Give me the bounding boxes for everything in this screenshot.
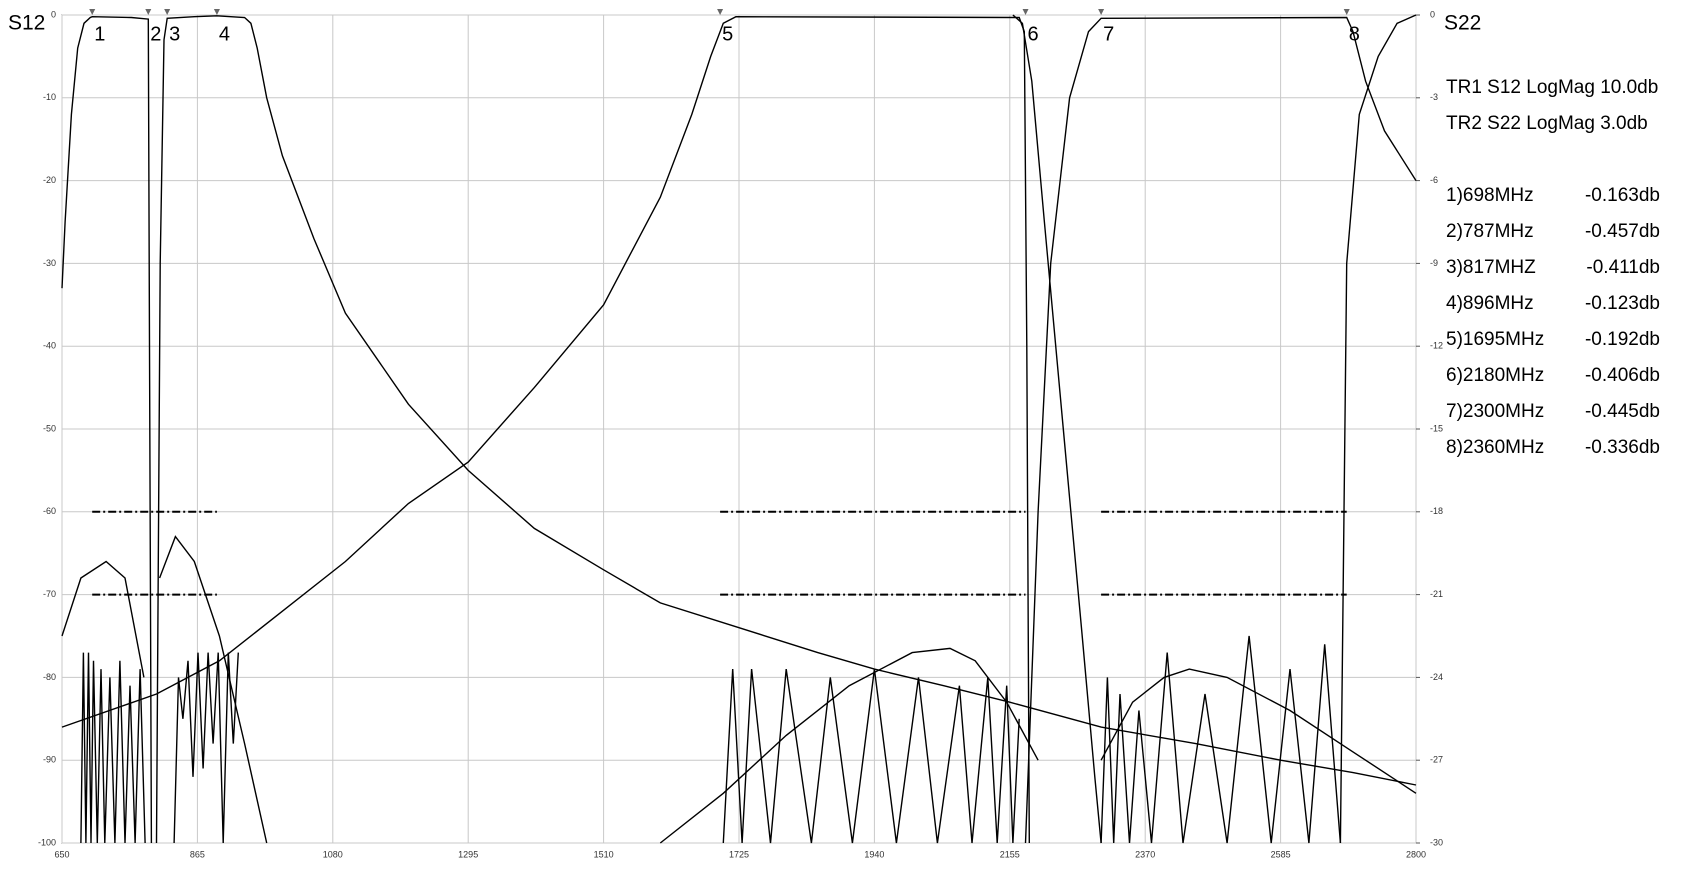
readout-value: -0.192db <box>1585 329 1660 350</box>
marker-triangle <box>1098 9 1105 15</box>
y2-tick-label: -24 <box>1430 672 1443 682</box>
marker-triangle <box>164 9 171 15</box>
y-tick-label: -20 <box>43 175 56 185</box>
y-tick-label: -100 <box>38 837 56 847</box>
x-tick-label: 2585 <box>1271 849 1291 859</box>
trace-line <box>1100 668 1417 794</box>
y-tick-label: -30 <box>43 258 56 268</box>
y2-tick-label: -3 <box>1430 92 1438 102</box>
trace-line <box>158 535 268 844</box>
trace-line <box>80 652 146 844</box>
marker-triangle <box>1343 9 1350 15</box>
trace-line <box>155 15 1417 844</box>
trace-line <box>1339 14 1417 844</box>
trace-line <box>1100 635 1342 844</box>
marker-triangle <box>213 9 220 15</box>
trace-line <box>173 652 239 844</box>
x-tick-label: 2800 <box>1406 849 1426 859</box>
y-axis-label: S12 <box>8 12 45 35</box>
readout-label: 1)698MHz <box>1446 185 1534 206</box>
trace-line <box>659 647 1039 844</box>
marker-label: 1 <box>94 23 105 45</box>
y-tick-label: -10 <box>43 92 56 102</box>
y2-tick-label: -18 <box>1430 506 1443 516</box>
marker-label: 8 <box>1349 23 1360 45</box>
x-tick-label: 1080 <box>323 849 343 859</box>
y-tick-label: -40 <box>43 341 56 351</box>
readout-label: 4)896MHz <box>1446 293 1534 314</box>
y2-tick-label: -15 <box>1430 423 1443 433</box>
x-tick-label: 650 <box>54 849 69 859</box>
trace-line <box>1024 16 1417 844</box>
x-tick-label: 2370 <box>1135 849 1155 859</box>
trace-info: TR1 S12 LogMag 10.0db <box>1446 77 1658 98</box>
y-tick-label: -90 <box>43 755 56 765</box>
y2-tick-label: -6 <box>1430 175 1438 185</box>
trace-info: TR2 S22 LogMag 3.0db <box>1446 113 1648 134</box>
trace-line <box>1012 14 1102 844</box>
x-tick-label: 2155 <box>1000 849 1020 859</box>
marker-triangle <box>145 9 152 15</box>
readout-value: -0.123db <box>1585 293 1660 314</box>
marker-triangle <box>89 9 96 15</box>
y2-tick-label: -12 <box>1430 341 1443 351</box>
marker-label: 7 <box>1103 23 1114 45</box>
x-tick-label: 1510 <box>594 849 614 859</box>
y2-tick-label: 0 <box>1430 9 1435 19</box>
marker-label: 3 <box>169 23 180 45</box>
trace-line <box>61 560 145 678</box>
y-tick-label: -80 <box>43 672 56 682</box>
readout-label: 2)787MHz <box>1446 221 1534 242</box>
y2-tick-label: -30 <box>1430 837 1443 847</box>
y2-axis-label: S22 <box>1444 12 1481 35</box>
readout-label: 8)2360MHz <box>1446 437 1544 458</box>
readout-label: 3)817MHZ <box>1446 257 1536 278</box>
marker-label: 5 <box>722 23 733 45</box>
trace-line <box>61 15 153 844</box>
marker-label: 2 <box>150 23 161 45</box>
x-tick-label: 1940 <box>864 849 884 859</box>
marker-label: 6 <box>1028 23 1039 45</box>
readout-value: -0.457db <box>1585 221 1660 242</box>
readout-label: 7)2300MHz <box>1446 401 1544 422</box>
trace-line <box>61 15 1030 844</box>
x-tick-label: 1295 <box>458 849 478 859</box>
readout-value: -0.406db <box>1585 365 1660 386</box>
readout-value: -0.336db <box>1585 437 1660 458</box>
y-tick-label: -60 <box>43 506 56 516</box>
marker-triangle <box>717 9 724 15</box>
readout-label: 5)1695MHz <box>1446 329 1544 350</box>
readout-value: -0.163db <box>1585 185 1660 206</box>
readout-label: 6)2180MHz <box>1446 365 1544 386</box>
y2-tick-label: -9 <box>1430 258 1438 268</box>
x-tick-label: 1725 <box>729 849 749 859</box>
y2-tick-label: -21 <box>1430 589 1443 599</box>
y-tick-label: -50 <box>43 423 56 433</box>
y-tick-label: -70 <box>43 589 56 599</box>
readout-value: -0.411db <box>1586 257 1660 278</box>
x-tick-label: 865 <box>190 849 205 859</box>
y-tick-label: 0 <box>51 9 56 19</box>
trace-line <box>722 668 1020 844</box>
y2-tick-label: -27 <box>1430 755 1443 765</box>
readout-value: -0.445db <box>1585 401 1660 422</box>
marker-label: 4 <box>219 23 230 45</box>
marker-triangle <box>1022 9 1029 15</box>
